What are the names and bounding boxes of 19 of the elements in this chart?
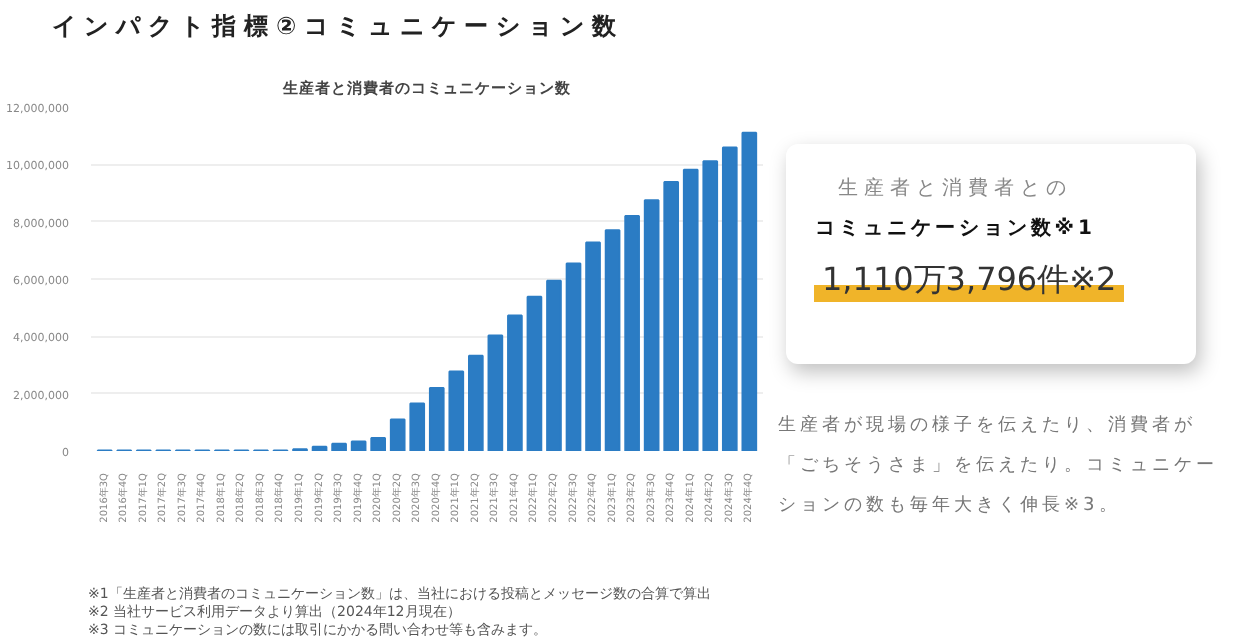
bar [526, 295, 543, 451]
bar [663, 181, 680, 451]
text: コミュニケーション数※1 [812, 216, 1098, 245]
bar [487, 334, 504, 451]
bar [331, 442, 347, 451]
chart-title: インパクト指標②コミュニケーション数 [52, 10, 625, 44]
bar [624, 214, 640, 451]
bar [350, 440, 367, 451]
bar [643, 199, 660, 451]
bar [604, 229, 621, 451]
text: 生産者が現場の様子を伝えたり、消費者が「ごちそうさま」を伝えたり。コミュニケーションの数も毎年大きく伸長※3。 [778, 413, 1220, 520]
text: 生産者と消費者との [836, 176, 1075, 204]
bar [468, 354, 484, 451]
bar [370, 437, 386, 451]
bar [311, 445, 328, 451]
bar [507, 314, 523, 451]
bar [546, 279, 562, 451]
bar [585, 241, 601, 451]
bar [565, 262, 582, 451]
